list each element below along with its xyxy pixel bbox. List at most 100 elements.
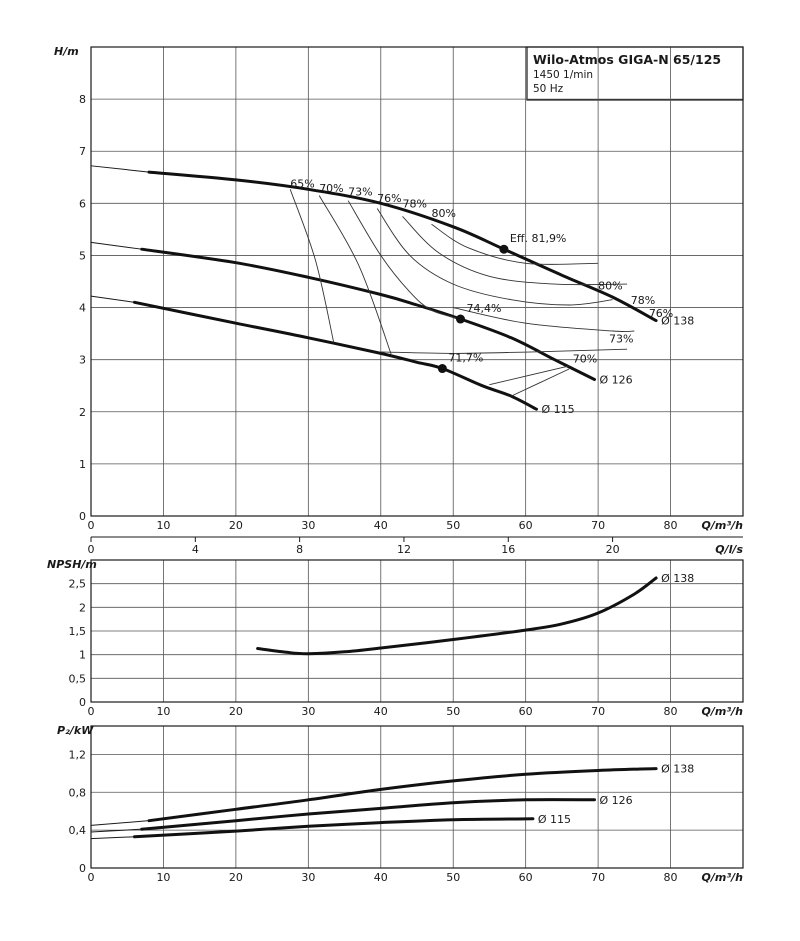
efficiency-label: 76%: [377, 192, 401, 205]
lps-tick-label: 20: [606, 543, 620, 556]
head-ytick-label: 1: [79, 458, 86, 471]
power-xtick-label: 0: [88, 871, 95, 884]
best-efficiency-point-0: [499, 244, 509, 254]
npsh-xtick-label: 80: [664, 705, 678, 718]
power-series-ext-0: [90, 820, 149, 826]
head-xtick-label: 40: [374, 519, 388, 532]
head-ytick-label: 6: [79, 197, 86, 210]
lps-tick-label: 4: [192, 543, 199, 556]
head-xtick-label: 0: [88, 519, 95, 532]
power-series-2: [133, 817, 535, 839]
lps-tick-label: 8: [296, 543, 303, 556]
power-xtick-label: 20: [229, 871, 243, 884]
head-xtick-label: 20: [229, 519, 243, 532]
power-ytick-label: 1,2: [69, 748, 87, 761]
npsh-ytick-label: 2,5: [69, 578, 87, 591]
power-xtick-label: 10: [156, 871, 170, 884]
head-series-label-1: Ø 126: [599, 373, 632, 386]
head-ytick-label: 8: [79, 93, 86, 106]
power-xtick-label: 40: [374, 871, 388, 884]
efficiency-label: 76%: [649, 307, 673, 320]
power-xtick-label: 60: [519, 871, 533, 884]
head-xtick-label: 10: [156, 519, 170, 532]
head-ytick-label: 2: [79, 406, 86, 419]
npsh-ytick-label: 0,5: [69, 672, 87, 685]
power-xtick-label: 30: [301, 871, 315, 884]
lps-tick-label: 12: [397, 543, 411, 556]
npsh-frame: [90, 559, 744, 703]
npsh-series-0: [256, 576, 658, 656]
npsh-yaxis-label: NPSH/m: [47, 558, 97, 571]
power-frame: [90, 725, 744, 869]
lps-tick-label: 16: [501, 543, 515, 556]
efficiency-label: 78%: [631, 294, 655, 307]
npsh-xtick-label: 70: [591, 705, 605, 718]
head-ytick-label: 0: [79, 510, 86, 523]
power-series-ext-2: [90, 836, 135, 840]
head-series-ext-0: [90, 165, 150, 173]
head-xtick-label: 50: [446, 519, 460, 532]
efficiency-label: 78%: [403, 198, 427, 211]
efficiency-iso-line-4: [402, 216, 628, 286]
efficiency-label: 70%: [573, 352, 597, 365]
best-efficiency-point-1: [455, 314, 465, 324]
lps-axis-label: Q/l/s: [715, 543, 743, 556]
npsh-series-label-0: Ø 138: [661, 572, 694, 585]
efficiency-iso-line-5: [431, 223, 599, 265]
efficiency-label: 80%: [598, 279, 622, 292]
title-box-speed: 1450 1/min: [533, 69, 593, 81]
efficiency-iso-line-3: [376, 208, 613, 306]
title-box-frequency: 50 Hz: [533, 83, 564, 95]
npsh-xtick-label: 40: [374, 705, 388, 718]
power-series-1: [140, 798, 596, 831]
head-series-ext-2: [90, 295, 135, 303]
npsh-xtick-label: 10: [156, 705, 170, 718]
power-series-0: [147, 767, 658, 823]
efficiency-label: 73%: [348, 186, 372, 199]
head-series-label-0: Ø 138: [661, 315, 694, 328]
head-xtick-label: 60: [519, 519, 533, 532]
npsh-xaxis-label: Q/m³/h: [702, 705, 744, 718]
head-xtick-label: 80: [664, 519, 678, 532]
head-xtick-label: 30: [301, 519, 315, 532]
npsh-ytick-label: 0: [79, 696, 86, 709]
head-ytick-label: 4: [79, 302, 86, 315]
title-box-title: Wilo-Atmos GIGA-N 65/125: [533, 52, 721, 67]
efficiency-iso-line-8: [489, 365, 570, 386]
efficiency-iso-line-9: [511, 368, 570, 397]
efficiency-iso-line-2: [347, 200, 461, 320]
power-xtick-label: 70: [591, 871, 605, 884]
power-series-label-2: Ø 115: [538, 813, 571, 826]
power-ytick-label: 0: [79, 862, 86, 875]
efficiency-label: 70%: [319, 182, 343, 195]
lps-tick-label: 0: [88, 543, 95, 556]
npsh-xtick-label: 60: [519, 705, 533, 718]
power-xtick-label: 80: [664, 871, 678, 884]
head-xaxis-label: Q/m³/h: [702, 519, 744, 532]
head-yaxis-label: H/m: [54, 45, 79, 58]
head-ytick-label: 3: [79, 354, 86, 367]
npsh-xtick-label: 30: [301, 705, 315, 718]
best-efficiency-point-2: [437, 364, 447, 374]
best-efficiency-label-1: 74,4%: [466, 302, 501, 315]
power-xaxis-label: Q/m³/h: [702, 871, 744, 884]
best-efficiency-label-2: 71,7%: [448, 352, 483, 365]
power-series-ext-1: [90, 828, 142, 833]
head-series-0: [147, 170, 658, 323]
power-xtick-label: 50: [446, 871, 460, 884]
best-efficiency-label-0: Eff. 81,9%: [510, 232, 566, 245]
efficiency-iso-line-7: [380, 348, 628, 354]
efficiency-iso-line-0: [289, 189, 335, 343]
head-series-label-2: Ø 115: [542, 403, 575, 416]
head-frame: [90, 46, 744, 517]
power-ytick-label: 0,8: [69, 786, 87, 799]
npsh-ytick-label: 2: [79, 601, 86, 614]
power-yaxis-label: P₂/kW: [57, 724, 94, 737]
head-ytick-label: 5: [79, 249, 86, 262]
title-box: Wilo-Atmos GIGA-N 65/125 1450 1/min 50 H…: [526, 46, 744, 101]
head-series-2: [133, 300, 538, 411]
npsh-ytick-label: 1,5: [69, 625, 87, 638]
power-ytick-label: 0,4: [69, 824, 87, 837]
npsh-xtick-label: 50: [446, 705, 460, 718]
